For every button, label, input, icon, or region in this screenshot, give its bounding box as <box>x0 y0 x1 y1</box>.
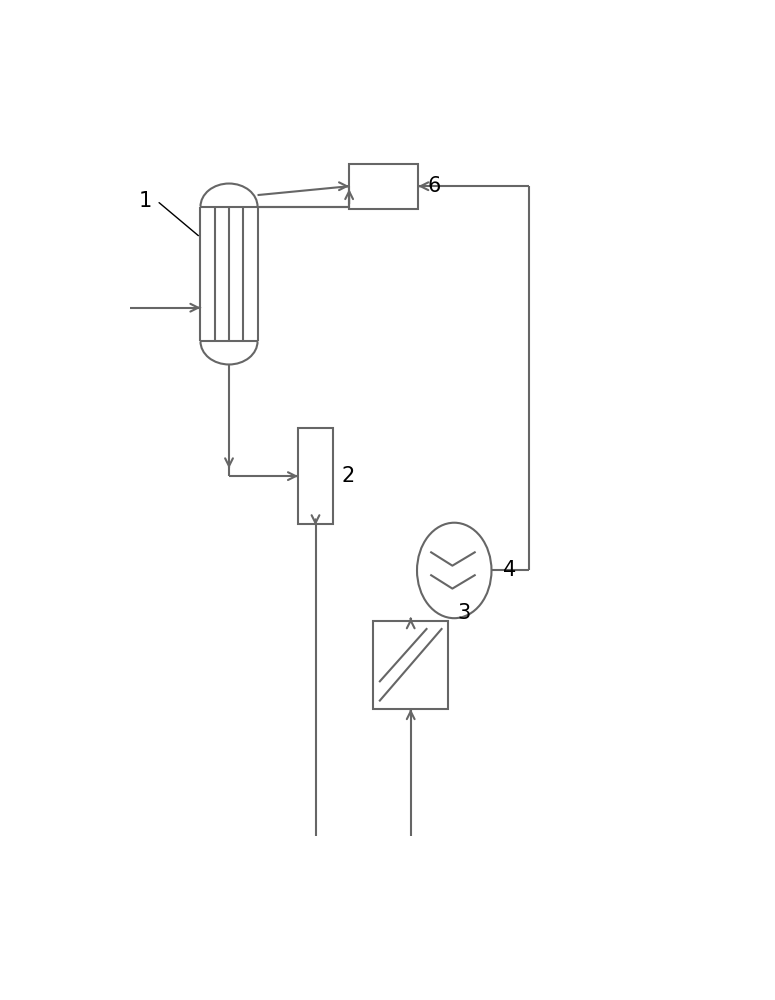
Text: 4: 4 <box>504 560 517 580</box>
Text: 2: 2 <box>342 466 355 486</box>
Text: 3: 3 <box>457 603 470 623</box>
Bar <box>349 164 418 209</box>
Bar <box>374 620 448 709</box>
Text: 6: 6 <box>427 176 441 196</box>
Text: 1: 1 <box>138 191 152 211</box>
Bar <box>298 428 333 524</box>
